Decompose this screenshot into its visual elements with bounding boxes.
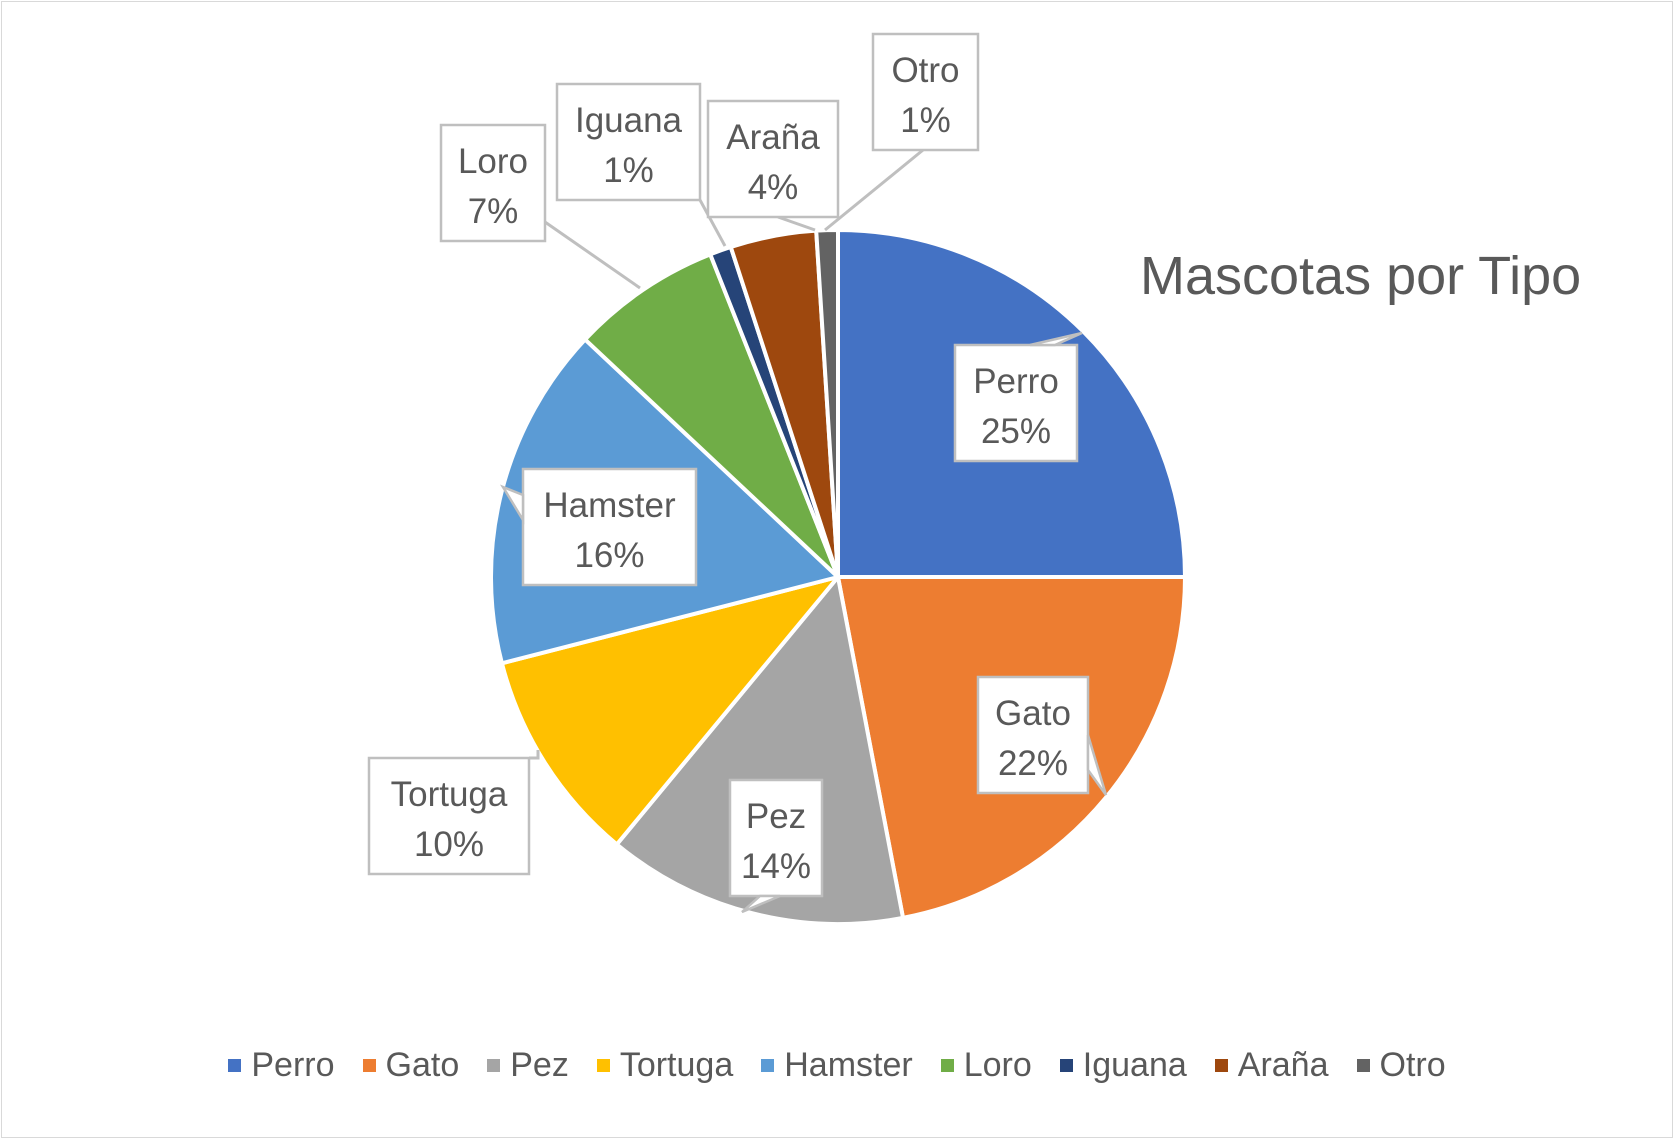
data-label-value-loro: 7% <box>468 192 519 231</box>
data-label-category-loro: Loro <box>458 142 528 181</box>
data-label-category-arana: Araña <box>726 118 820 157</box>
legend-item-pez: Pez <box>487 1046 569 1085</box>
legend-label-perro: Perro <box>251 1046 335 1084</box>
data-label-category-otro: Otro <box>891 51 959 90</box>
legend-label-pez: Pez <box>510 1046 569 1084</box>
data-label-box-arana <box>706 99 840 219</box>
legend-label-iguana: Iguana <box>1082 1046 1187 1084</box>
legend-swatch-tortuga <box>596 1059 610 1072</box>
data-label-value-pez: 14% <box>741 847 811 886</box>
legend-swatch-hamster <box>761 1059 775 1072</box>
pie-slice-loro <box>583 252 840 579</box>
pie-slice-pez <box>614 575 906 926</box>
legend-swatch-gato <box>362 1059 376 1072</box>
data-label-value-iguana: 1% <box>603 151 654 190</box>
data-label-value-perro: 25% <box>981 412 1051 451</box>
data-label-value-hamster: 16% <box>574 536 644 575</box>
data-label-category-iguana: Iguana <box>575 101 683 140</box>
data-label-tortuga: Tortuga 10% <box>367 750 540 876</box>
data-label-category-perro: Perro <box>973 362 1059 401</box>
legend-item-tortuga: Tortuga <box>596 1046 734 1085</box>
data-label-box-hamster <box>521 467 698 587</box>
chart-legend: Perro Gato Pez Tortuga Hamster Loro Iguana Arañ… <box>0 1046 1674 1085</box>
data-label-box-perro <box>953 343 1079 463</box>
data-label-otro: Otro 1% <box>824 32 980 232</box>
data-label-gato: Gato 22% <box>976 675 1108 796</box>
leader-line-arana <box>777 215 816 232</box>
legend-item-perro: Perro <box>228 1046 335 1085</box>
data-label-box-tortuga <box>367 756 531 876</box>
data-label-pez: Pez 14% <box>728 778 824 914</box>
data-label-value-otro: 1% <box>900 101 951 140</box>
callout-pointer-gato <box>1086 734 1108 796</box>
data-label-category-hamster: Hamster <box>543 486 676 525</box>
leader-line-otro <box>824 148 924 232</box>
data-label-hamster: Hamster 16% <box>499 467 698 587</box>
legend-label-loro: Loro <box>963 1046 1032 1084</box>
leader-line-tortuga <box>529 750 540 760</box>
leader-line-iguana <box>698 199 727 247</box>
legend-item-iguana: Iguana <box>1059 1046 1187 1085</box>
callout-pointer-pez <box>741 894 781 914</box>
data-label-category-gato: Gato <box>995 694 1071 733</box>
legend-item-otro: Otro <box>1356 1046 1446 1085</box>
data-label-category-tortuga: Tortuga <box>391 775 508 814</box>
data-label-category-pez: Pez <box>746 797 806 836</box>
data-label-arana: Araña 4% <box>706 99 840 232</box>
data-label-box-iguana <box>555 82 702 202</box>
data-label-box-gato <box>976 675 1090 795</box>
legend-swatch-otro <box>1356 1059 1370 1072</box>
data-label-perro: Perro 25% <box>953 331 1083 463</box>
legend-label-hamster: Hamster <box>784 1046 913 1084</box>
legend-label-tortuga: Tortuga <box>619 1046 734 1084</box>
callout-pointer-hamster <box>499 484 525 525</box>
data-label-value-tortuga: 10% <box>414 825 484 864</box>
legend-label-gato: Gato <box>385 1046 460 1084</box>
legend-swatch-arana <box>1214 1059 1228 1072</box>
legend-item-loro: Loro <box>940 1046 1032 1085</box>
leader-line-loro <box>544 220 641 290</box>
legend-swatch-pez <box>487 1059 501 1072</box>
data-label-value-gato: 22% <box>998 744 1068 783</box>
callout-pointer-perro <box>1029 331 1083 347</box>
legend-swatch-iguana <box>1059 1059 1073 1072</box>
data-label-box-otro <box>871 32 980 152</box>
legend-swatch-perro <box>228 1059 242 1072</box>
data-label-iguana: Iguana 1% <box>555 82 727 247</box>
data-label-box-loro <box>439 123 547 243</box>
data-label-value-arana: 4% <box>748 168 799 207</box>
legend-label-otro: Otro <box>1379 1046 1446 1084</box>
chart-title: Mascotas por Tipo <box>1140 246 1582 306</box>
legend-item-gato: Gato <box>362 1046 460 1085</box>
pie-slice-tortuga <box>499 575 840 847</box>
legend-item-arana: Araña <box>1214 1046 1329 1085</box>
legend-swatch-loro <box>940 1059 954 1072</box>
legend-label-arana: Araña <box>1237 1046 1329 1084</box>
data-label-loro: Loro 7% <box>439 123 641 290</box>
legend-item-hamster: Hamster <box>761 1046 913 1085</box>
